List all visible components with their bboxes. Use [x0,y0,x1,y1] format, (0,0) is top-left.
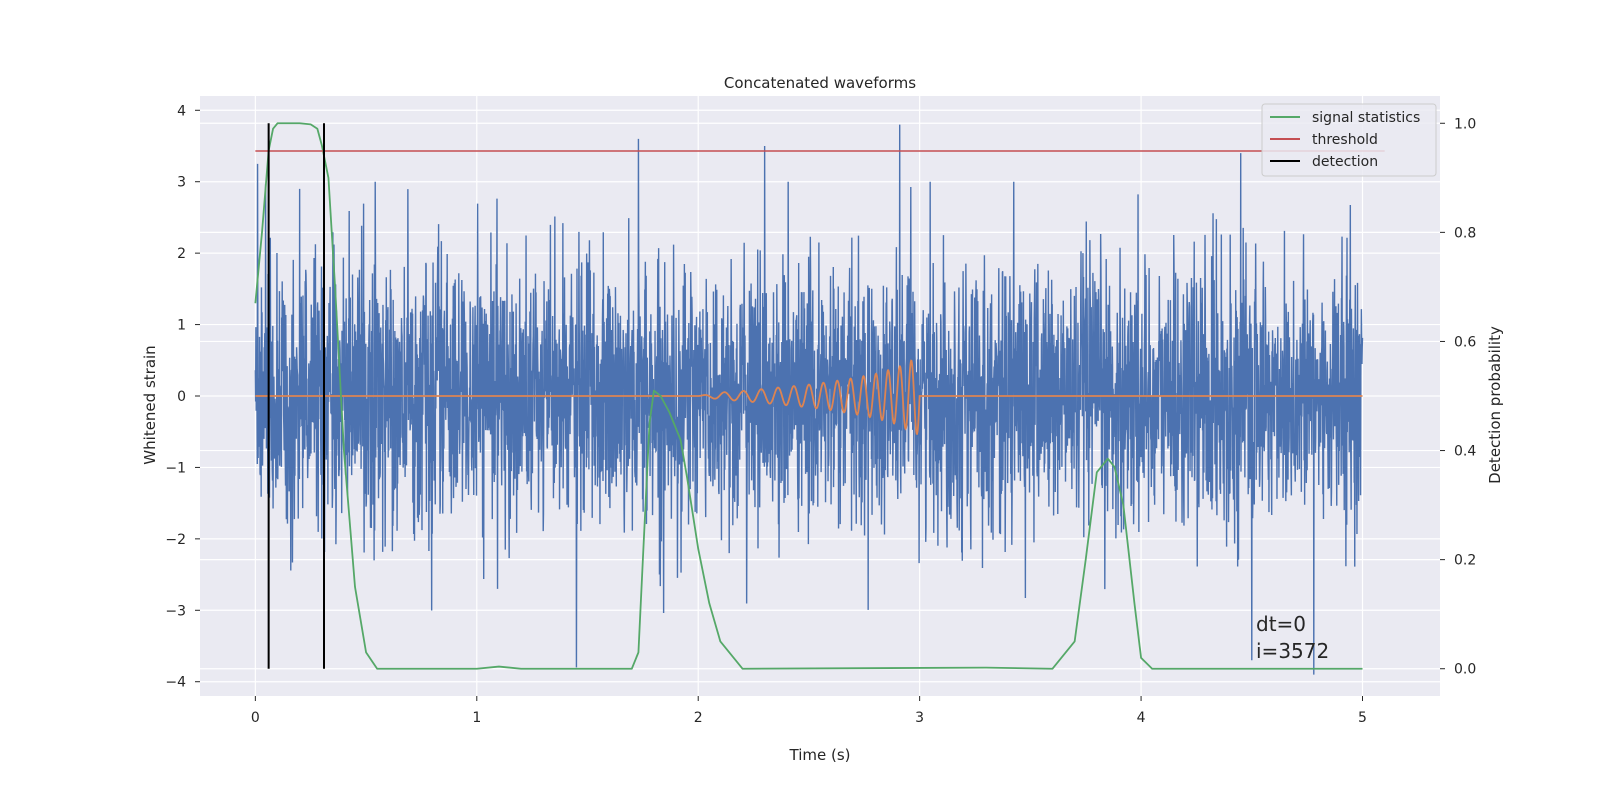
y-tick-label: −2 [165,532,186,548]
legend-label-signal-statistics: signal statistics [1312,110,1420,126]
x-tick-label: 5 [1358,710,1367,726]
y2-tick-label: 1.0 [1454,116,1476,132]
x-tick-label: 1 [472,710,481,726]
series-signal-statistics [254,122,1363,670]
y2-tick-label: 0.0 [1454,662,1476,678]
y-tick-label: 1 [177,318,186,334]
annotation-dt: dt=0 [1256,612,1306,636]
y2-tick-label: 0.2 [1454,553,1476,569]
series-whitened-strain-noise [254,124,1364,675]
y-tick-label: 4 [177,103,186,119]
legend: signal statistics threshold detection [1261,103,1437,177]
legend-box [1261,103,1437,177]
x-axis-label: Time (s) [789,746,851,764]
y-tick-label: −3 [165,603,186,619]
x-tick-label: 0 [251,710,260,726]
y2-tick-label: 0.6 [1454,334,1476,350]
y-tick-label: 2 [177,246,186,262]
annotation-i: i=3572 [1256,639,1329,663]
x-tick-label: 3 [915,710,924,726]
y2-tick-label: 0.8 [1454,225,1476,241]
legend-label-detection: detection [1312,154,1378,170]
legend-label-threshold: threshold [1312,132,1378,148]
x-tick-label: 4 [1137,710,1146,726]
axes-ticks: 0 1 2 3 4 5 −4 −3 −2 −1 0 1 2 3 4 0.0 0.2 0.4 0.6 0.8 1.0 [165,103,1476,726]
chart-title: Concatenated waveforms [724,74,916,92]
x-tick-label: 2 [694,710,703,726]
y-tick-label: 3 [177,175,186,191]
plot-area [254,122,1385,675]
y-axis-label: Whitened strain [141,345,159,464]
y2-tick-label: 0.4 [1454,444,1476,460]
y-tick-label: 0 [177,389,186,405]
y-tick-label: −1 [165,460,186,476]
series-injected-waveform [255,359,1363,436]
y-tick-label: −4 [165,675,186,691]
y2-axis-label: Detection probability [1486,326,1504,484]
